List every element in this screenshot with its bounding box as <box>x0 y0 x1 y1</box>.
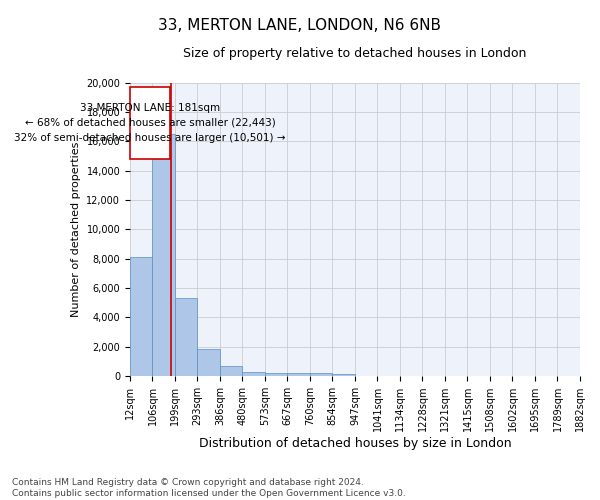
Text: Contains HM Land Registry data © Crown copyright and database right 2024.
Contai: Contains HM Land Registry data © Crown c… <box>12 478 406 498</box>
Bar <box>130 258 152 376</box>
Y-axis label: Number of detached properties: Number of detached properties <box>71 142 81 317</box>
Bar <box>175 298 197 376</box>
Bar <box>265 373 287 376</box>
Title: Size of property relative to detached houses in London: Size of property relative to detached ho… <box>184 48 527 60</box>
X-axis label: Distribution of detached houses by size in London: Distribution of detached houses by size … <box>199 437 511 450</box>
Text: 33 MERTON LANE: 181sqm
← 68% of detached houses are smaller (22,443)
32% of semi: 33 MERTON LANE: 181sqm ← 68% of detached… <box>14 103 286 142</box>
Text: 33, MERTON LANE, LONDON, N6 6NB: 33, MERTON LANE, LONDON, N6 6NB <box>158 18 442 32</box>
Bar <box>287 374 310 376</box>
Bar <box>310 374 332 376</box>
Bar <box>332 374 355 376</box>
Bar <box>152 134 175 376</box>
Bar <box>197 349 220 376</box>
Bar <box>220 366 242 376</box>
Bar <box>242 372 265 376</box>
FancyBboxPatch shape <box>130 87 170 159</box>
